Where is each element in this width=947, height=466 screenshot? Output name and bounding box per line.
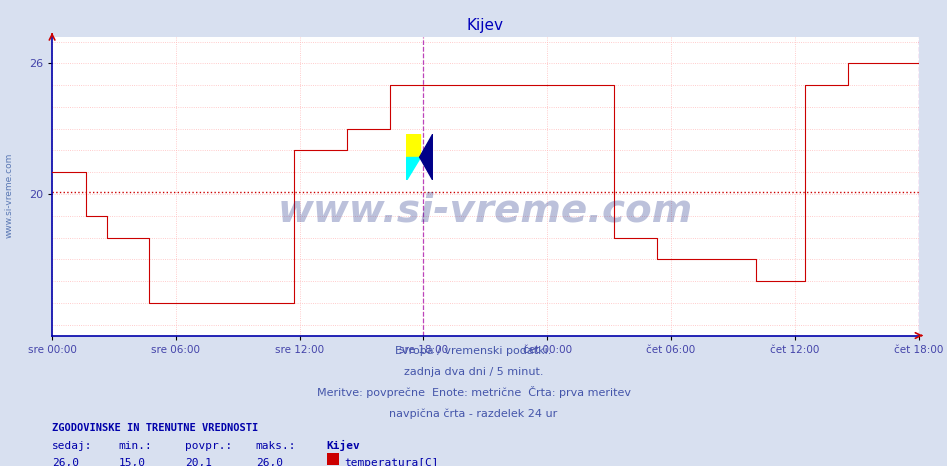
Text: zadnja dva dni / 5 minut.: zadnja dva dni / 5 minut. <box>403 367 544 377</box>
Text: Kijev: Kijev <box>327 440 361 451</box>
Text: www.si-vreme.com: www.si-vreme.com <box>5 153 14 239</box>
Title: Kijev: Kijev <box>467 18 504 34</box>
Bar <box>406 134 420 157</box>
Text: temperatura[C]: temperatura[C] <box>344 459 438 466</box>
Polygon shape <box>406 157 420 180</box>
Text: Evropa / vremenski podatki.: Evropa / vremenski podatki. <box>395 346 552 356</box>
Text: navpična črta - razdelek 24 ur: navpična črta - razdelek 24 ur <box>389 409 558 419</box>
Text: 20,1: 20,1 <box>185 459 212 466</box>
Text: 26,0: 26,0 <box>256 459 283 466</box>
Text: 15,0: 15,0 <box>118 459 146 466</box>
Text: Meritve: povprečne  Enote: metrične  Črta: prva meritev: Meritve: povprečne Enote: metrične Črta:… <box>316 386 631 398</box>
Text: 26,0: 26,0 <box>52 459 80 466</box>
Text: povpr.:: povpr.: <box>185 441 232 451</box>
Text: www.si-vreme.com: www.si-vreme.com <box>277 191 693 229</box>
Text: maks.:: maks.: <box>256 441 296 451</box>
Text: sedaj:: sedaj: <box>52 441 93 451</box>
Text: min.:: min.: <box>118 441 152 451</box>
Polygon shape <box>420 134 433 180</box>
Text: ZGODOVINSKE IN TRENUTNE VREDNOSTI: ZGODOVINSKE IN TRENUTNE VREDNOSTI <box>52 423 259 433</box>
